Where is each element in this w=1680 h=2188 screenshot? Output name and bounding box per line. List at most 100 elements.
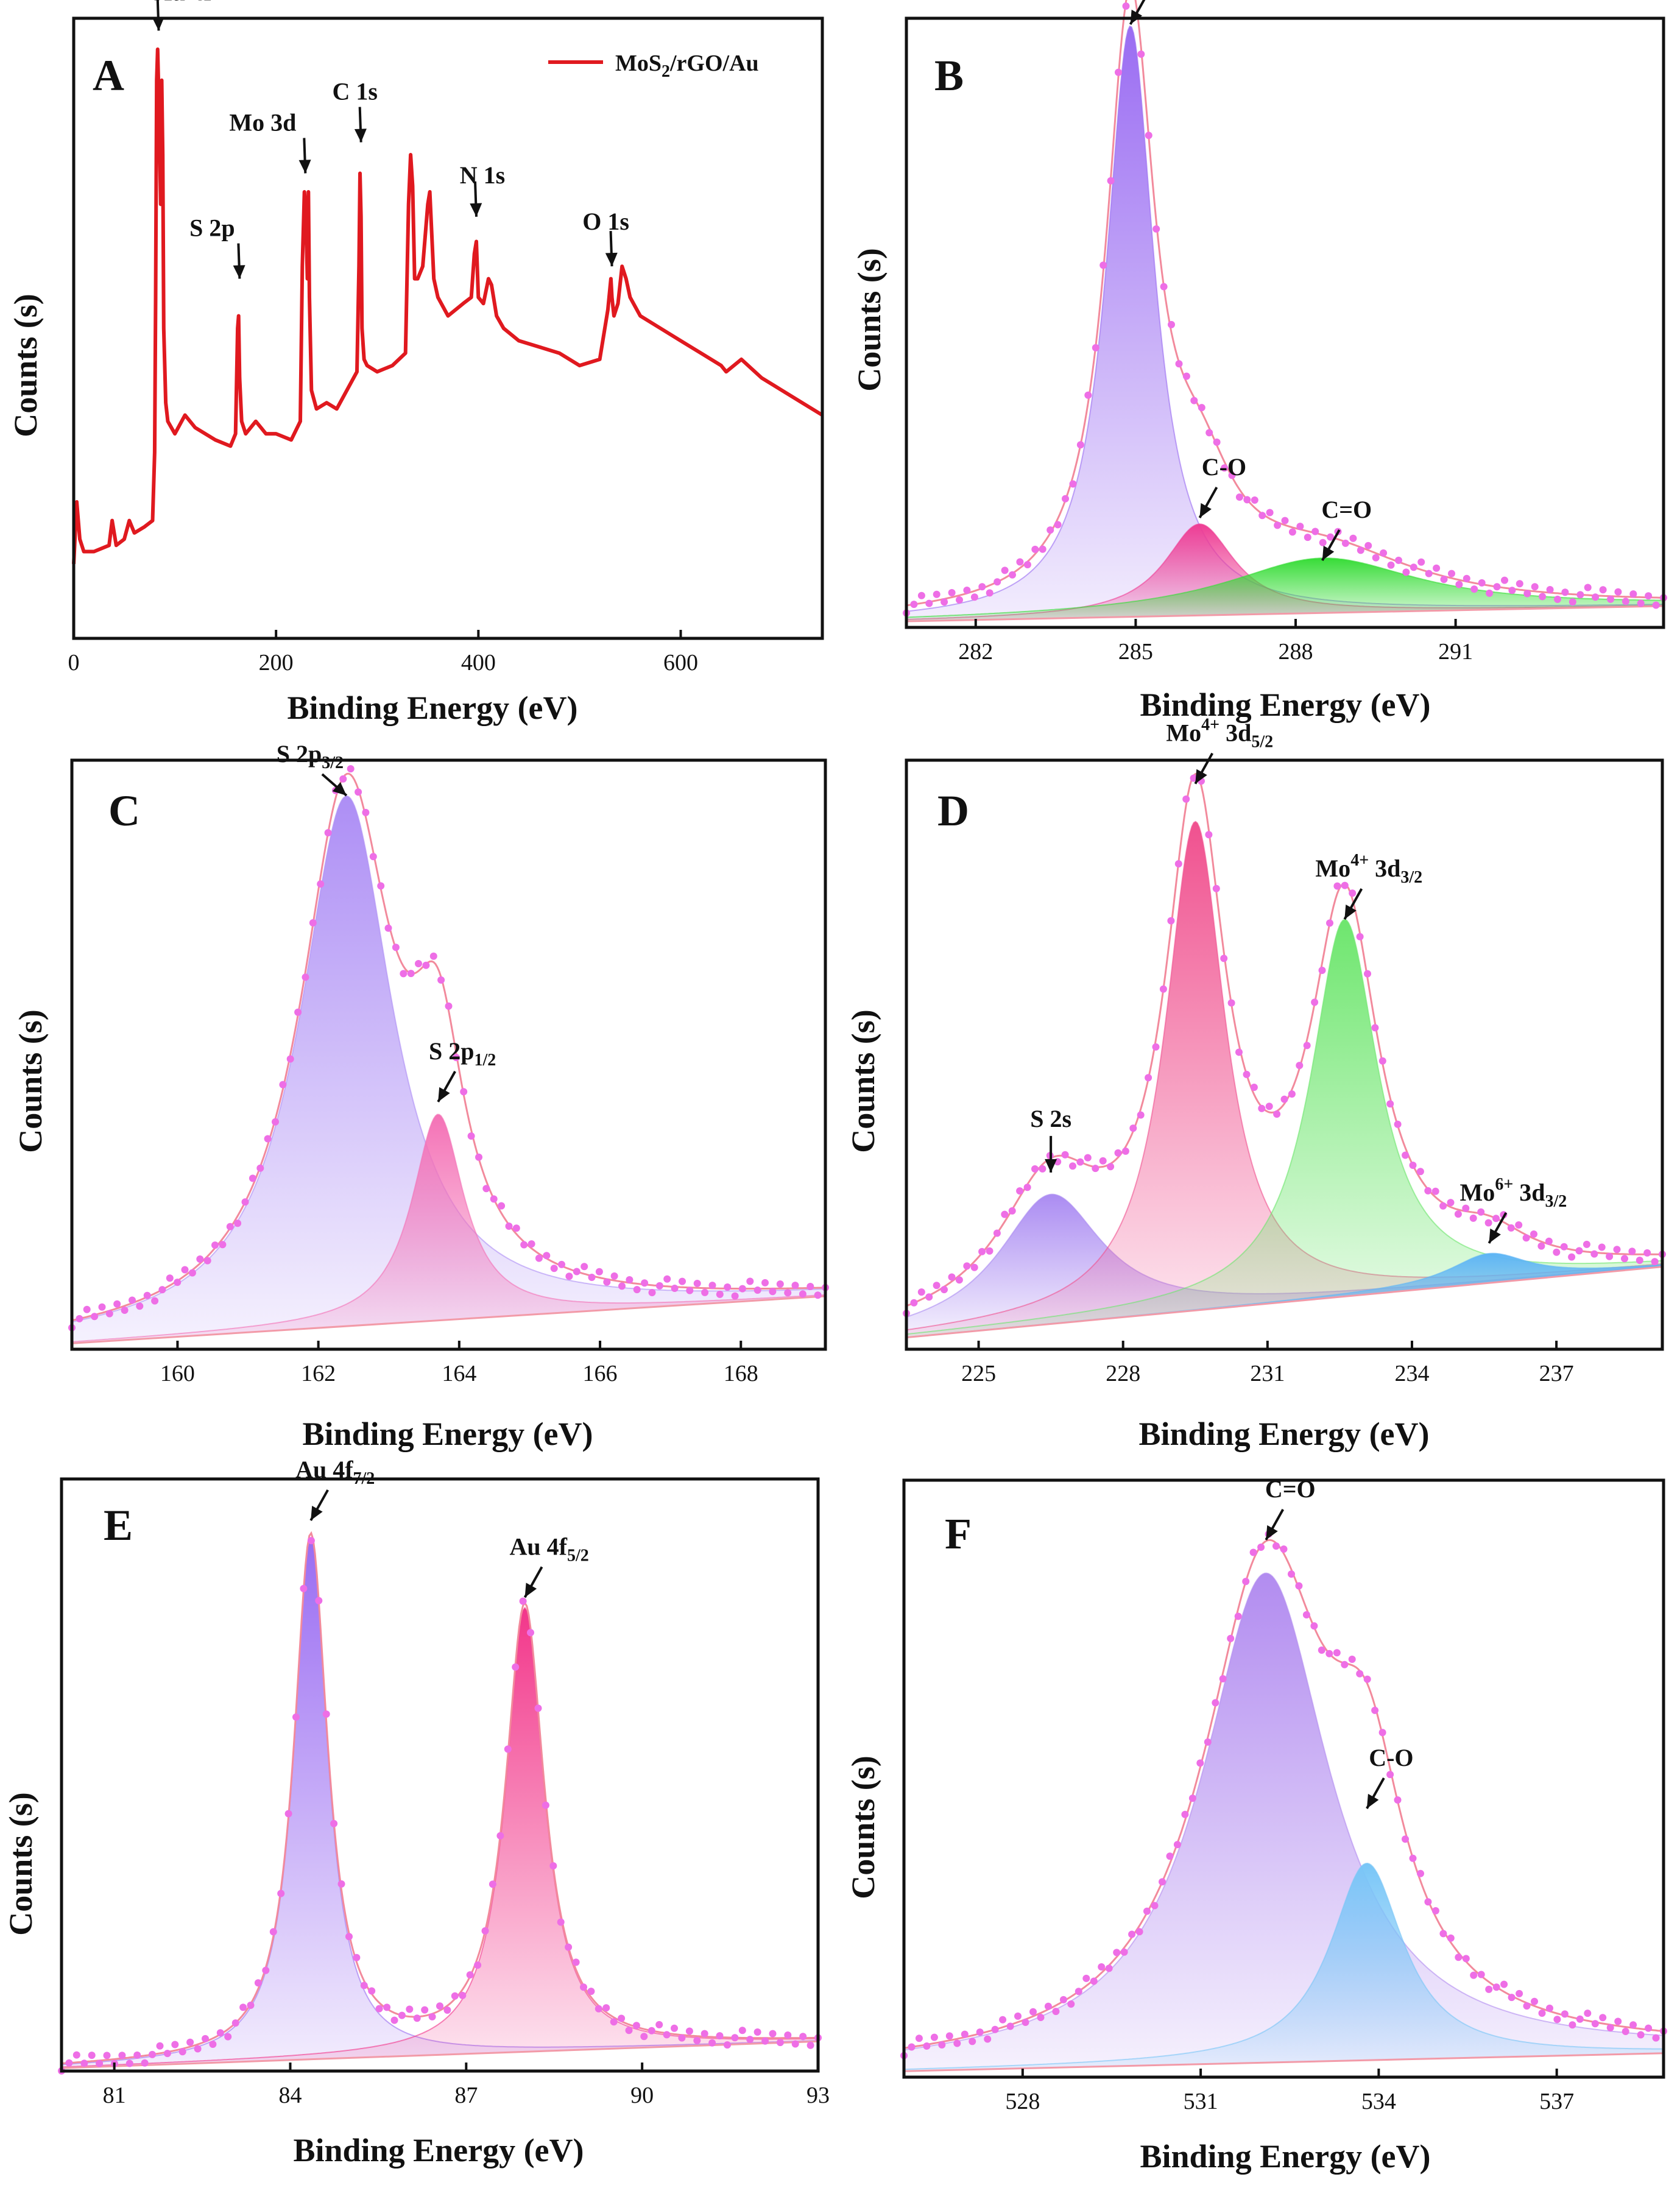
data-point: [121, 1307, 129, 1314]
data-point: [1599, 586, 1607, 594]
data-point: [1227, 999, 1235, 1007]
data-point: [1447, 1934, 1455, 1942]
data-point: [1168, 320, 1175, 328]
data-point: [1205, 831, 1213, 839]
panel-e: E Binding Energy (eV) Counts (s) 81 84 87 9…: [0, 1456, 840, 2188]
data-point: [1310, 1622, 1318, 1630]
data-point: [1455, 1953, 1463, 1961]
data-point: [202, 2034, 209, 2042]
data-point: [339, 775, 347, 783]
annotation-arrow-head: [1266, 1525, 1278, 1540]
data-point: [1431, 1907, 1439, 1914]
data-point: [708, 1282, 716, 1290]
data-point: [738, 1285, 746, 1293]
data-point: [1044, 2002, 1052, 2010]
data-point: [1652, 601, 1660, 609]
data-point: [1402, 1835, 1409, 1843]
data-point: [1234, 1612, 1242, 1620]
annotations-f: C=O C-O: [1265, 1475, 1414, 1809]
legend-label-a: MoS2/rGO/Au: [615, 51, 759, 81]
data-point: [678, 2034, 686, 2042]
data-point: [151, 1297, 159, 1305]
data-point: [256, 1164, 264, 1172]
data-point: [791, 2040, 799, 2048]
data-point: [317, 880, 325, 888]
data-point: [1523, 2002, 1531, 2010]
data-point: [534, 1704, 542, 1712]
data-point: [498, 1202, 506, 1210]
x-tick-label: 600: [663, 650, 698, 676]
data-point: [1039, 545, 1046, 553]
data-point: [1560, 1243, 1568, 1251]
annotations-e: Au 4f7/2 Au 4f5/2: [295, 1456, 589, 1598]
data-point: [1175, 360, 1183, 368]
data-point: [1235, 493, 1243, 501]
data-point: [1501, 576, 1508, 584]
annotation-label: S 2p1/2: [429, 1037, 496, 1070]
chart-e: E Binding Energy (eV) Counts (s) 81 84 87 9…: [2, 1456, 830, 2169]
data-points-e: [58, 1537, 822, 2075]
data-point: [300, 1584, 308, 1592]
data-point: [573, 1268, 581, 1276]
data-point: [1622, 2028, 1629, 2035]
data-point: [1137, 1111, 1145, 1119]
data-point: [1522, 1234, 1530, 1242]
data-point: [754, 2028, 761, 2036]
data-point: [421, 2006, 429, 2014]
data-point: [543, 1252, 551, 1260]
data-point: [542, 1801, 549, 1809]
x-tick-label: 93: [806, 2083, 830, 2108]
y-axis-label-b: Counts (s): [851, 248, 888, 392]
data-point: [239, 2003, 247, 2011]
data-point: [247, 2002, 255, 2009]
data-point: [1266, 509, 1274, 517]
data-point: [633, 1286, 641, 1294]
data-point: [618, 2014, 626, 2022]
annotation-arrow-head: [1130, 9, 1143, 24]
data-point: [186, 2038, 194, 2046]
data-point: [1098, 1963, 1106, 1971]
data-point: [80, 2059, 88, 2067]
data-point: [948, 1273, 956, 1281]
data-point: [1039, 1165, 1046, 1173]
data-point: [746, 1277, 754, 1285]
data-point: [1614, 588, 1622, 596]
data-point: [1395, 556, 1402, 564]
data-point: [1410, 563, 1417, 571]
envelope-f: [903, 1539, 1664, 2049]
data-point: [1274, 521, 1282, 529]
data-point: [1166, 1852, 1174, 1860]
data-point: [761, 1279, 769, 1286]
data-point: [938, 2041, 946, 2049]
data-point: [655, 2020, 663, 2028]
data-point: [505, 1223, 513, 1230]
data-point: [1295, 1582, 1303, 1590]
data-point: [1546, 586, 1554, 593]
data-point: [1349, 534, 1357, 542]
data-point: [528, 1240, 535, 1248]
data-point: [496, 1832, 504, 1840]
panel-label-a: A: [93, 51, 124, 100]
data-point: [1485, 1985, 1493, 1993]
data-point: [309, 919, 317, 926]
data-point: [1311, 998, 1319, 1006]
x-ticks-f: 528 531 534 537: [1005, 2069, 1574, 2114]
plot-area-d: [903, 772, 1666, 1339]
data-point: [1249, 1548, 1257, 1556]
data-point: [1280, 1545, 1288, 1553]
data-point: [1629, 2021, 1637, 2029]
data-point: [1598, 1243, 1606, 1251]
chart-d: D Binding Energy (eV) Counts (s) 225 228 2…: [845, 716, 1666, 1452]
data-point: [383, 2003, 391, 2011]
annotation-label: S 2p3/2: [277, 740, 344, 772]
x-ticks-d: 225 228 231 234 237: [961, 1341, 1574, 1386]
data-point: [345, 1933, 353, 1941]
annotation-label: Mo6+ 3d3/2: [1460, 1175, 1567, 1211]
data-point: [976, 2028, 984, 2036]
annotation-arrow-head: [1489, 1228, 1501, 1243]
annotation-label: C-O: [1202, 453, 1246, 481]
data-point: [284, 1810, 292, 1818]
data-point: [1188, 1795, 1196, 1802]
data-point: [610, 1272, 618, 1280]
data-point: [1219, 1675, 1227, 1682]
